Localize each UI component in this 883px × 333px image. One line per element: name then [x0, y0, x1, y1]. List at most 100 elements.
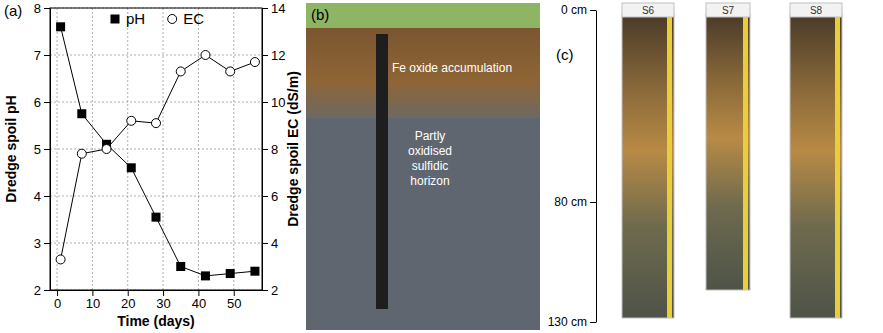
measuring-tape	[743, 14, 748, 290]
tick: 3	[34, 236, 50, 251]
marker	[226, 269, 235, 278]
tick: 2	[34, 283, 50, 298]
plot-frame	[50, 8, 262, 290]
tick: 4	[34, 189, 50, 204]
x-axis-title: Time (days)	[117, 313, 195, 329]
tick: 10	[262, 95, 285, 110]
tick-mark	[590, 202, 596, 203]
legend-item: pH	[111, 10, 146, 27]
tick-label: 40	[192, 296, 206, 311]
depth-axis: 0 cm 80 cm 130 cm	[548, 3, 597, 329]
marker	[56, 255, 65, 264]
panel-label: (b)	[311, 6, 329, 23]
core-sediment	[706, 14, 750, 290]
y2-axis: 2 4 6 8 10 12 14	[262, 1, 285, 298]
tick-mark	[262, 8, 268, 9]
marker	[250, 58, 259, 67]
series-line	[61, 55, 255, 259]
tick-mark	[163, 290, 164, 296]
marker	[168, 15, 177, 24]
tick-label: 12	[271, 48, 285, 63]
tick-label: 3	[34, 236, 41, 251]
measuring-tape	[835, 14, 840, 318]
tick-label: 2	[271, 283, 278, 298]
grid-line-x	[57, 8, 58, 290]
tick: 6	[34, 95, 50, 110]
core: S8	[790, 3, 842, 318]
tick-mark	[234, 290, 235, 296]
tick-label: 20	[121, 296, 135, 311]
figure: 0 10 20 30 40 50 2 3 4 5 6 7 8 2 4 6 8 10 12 14 pH EC Time (da…	[0, 0, 883, 333]
legend: pH EC	[111, 10, 205, 27]
tick-mark	[262, 290, 268, 291]
tick-label: 8	[271, 142, 278, 157]
tick-mark	[44, 102, 50, 103]
tick-mark	[44, 55, 50, 56]
grid-line-y	[50, 196, 262, 197]
tick-label: 2	[34, 283, 41, 298]
tick-mark	[262, 243, 268, 244]
soil-oxide-layer	[306, 26, 540, 118]
panel-label: (c)	[556, 46, 574, 63]
panel-c: 0 cm 80 cm 130 cm (c) S6 S7 S8	[548, 3, 842, 329]
y2-axis-title: Dredge spoil EC (dS/m)	[285, 71, 301, 227]
panel-b: (b)Fe oxide accumulationPartlyoxidisedsu…	[306, 3, 540, 330]
tick-mark	[44, 290, 50, 291]
tick-mark	[262, 55, 268, 56]
marker	[152, 119, 161, 128]
grass	[306, 3, 540, 28]
tick-label: 80 cm	[554, 195, 587, 209]
tick: 30	[156, 290, 170, 311]
core-sediment	[622, 14, 674, 318]
tick: 7	[34, 48, 50, 63]
tick-label: 30	[156, 296, 170, 311]
core: S7	[706, 3, 750, 290]
marker	[56, 22, 65, 31]
tick-mark	[44, 196, 50, 197]
core-cap	[790, 3, 842, 17]
marker	[102, 145, 111, 154]
core-label: S7	[722, 5, 735, 16]
tick: 130 cm	[548, 315, 596, 329]
grid-line-y	[50, 102, 262, 103]
tick: 8	[262, 142, 278, 157]
tick-mark	[262, 102, 268, 103]
tick-mark	[262, 196, 268, 197]
ruler	[376, 34, 388, 309]
tick-label: 50	[227, 296, 241, 311]
tick-mark	[590, 10, 596, 11]
tick-label: 10	[86, 296, 100, 311]
tick-label: 8	[34, 1, 41, 16]
measuring-tape	[667, 14, 672, 318]
photo-background	[306, 3, 540, 330]
core-sediment	[790, 14, 842, 318]
grid-line-x	[92, 8, 93, 290]
marker	[176, 262, 185, 271]
legend-item: EC	[168, 10, 205, 27]
marker	[111, 15, 120, 24]
tick: 0	[54, 290, 61, 311]
tick-label: 4	[271, 236, 278, 251]
core-label: S6	[642, 5, 655, 16]
x-axis: 0 10 20 30 40 50	[51, 290, 263, 311]
tick-label: 5	[34, 142, 41, 157]
core-cap	[622, 3, 674, 17]
marker	[127, 163, 136, 172]
tick: 40	[192, 290, 206, 311]
tick-label: 4	[34, 189, 41, 204]
tick-label: 10	[271, 95, 285, 110]
marker	[176, 67, 185, 76]
tick: 6	[262, 189, 278, 204]
tick: 14	[262, 1, 285, 16]
tick-mark	[590, 322, 596, 323]
tick-mark	[44, 243, 50, 244]
grid-line-y	[50, 55, 262, 56]
tick-mark	[128, 290, 129, 296]
legend-label: EC	[183, 10, 204, 27]
tick: 10	[86, 290, 100, 311]
photo-annotation: Fe oxide accumulation	[392, 61, 512, 75]
tick-label: 7	[34, 48, 41, 63]
marker	[250, 267, 259, 276]
tick: 0 cm	[561, 3, 596, 17]
tick-mark	[198, 290, 199, 296]
